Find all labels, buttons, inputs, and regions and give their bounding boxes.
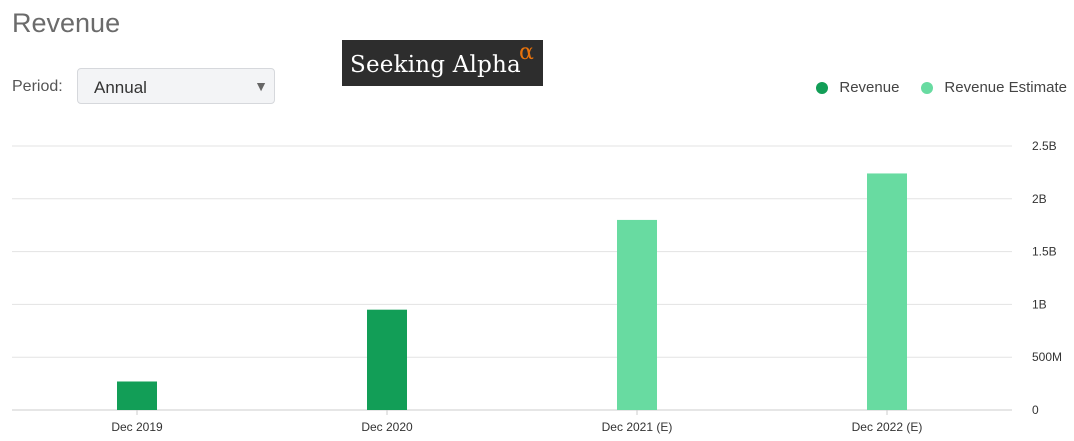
bar [867, 173, 907, 410]
legend-dot-icon [921, 81, 934, 94]
x-tick-label: Dec 2020 [361, 420, 413, 434]
period-select[interactable]: Annual ▼ [77, 68, 275, 104]
y-tick-label: 2B [1032, 192, 1047, 206]
x-tick-label: Dec 2021 (E) [602, 420, 673, 434]
y-tick-label: 1.5B [1032, 245, 1057, 259]
y-tick-label: 0 [1032, 403, 1039, 417]
legend-item-revenue-estimate[interactable]: Revenue Estimate [921, 79, 1067, 96]
period-label: Period: [12, 78, 63, 95]
alpha-icon: α [519, 40, 534, 65]
chart-legend: Revenue Revenue Estimate [794, 79, 1067, 96]
bar [617, 219, 657, 410]
page-title: Revenue [12, 8, 121, 38]
x-tick-label: Dec 2022 (E) [852, 420, 923, 434]
chevron-down-icon: ▼ [254, 78, 268, 94]
logo-text: Seeking Alpha [350, 52, 521, 78]
x-tick-label: Dec 2019 [111, 420, 163, 434]
legend-item-revenue[interactable]: Revenue [816, 79, 899, 96]
legend-dot-icon [816, 81, 829, 94]
y-tick-label: 500M [1032, 350, 1062, 364]
legend-label: Revenue Estimate [944, 79, 1067, 96]
legend-label: Revenue [839, 79, 900, 96]
period-selected-value: Annual [94, 78, 147, 97]
seeking-alpha-logo: Seeking Alpha α [342, 40, 543, 86]
bar [117, 381, 157, 410]
bar [367, 309, 407, 410]
y-tick-label: 1B [1032, 297, 1047, 311]
y-tick-label: 2.5B [1032, 139, 1057, 153]
